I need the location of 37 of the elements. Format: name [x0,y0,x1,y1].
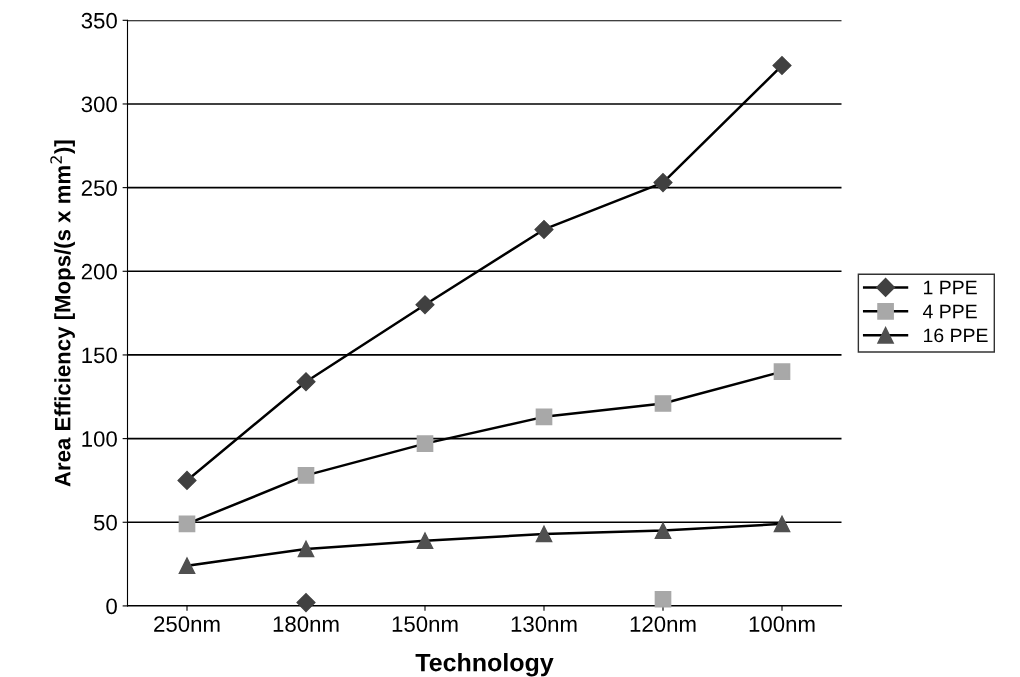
y-tick-label: 350 [81,12,117,29]
point [772,55,792,76]
point [654,395,672,412]
point [296,372,316,392]
y-tick-label: 150 [82,347,117,364]
point [535,408,553,426]
point [177,470,197,490]
point [654,522,672,539]
point [178,557,196,575]
y-axis-title: Area Efficiency [Mops/(s x mm$^{2}$)] [50,140,75,487]
point [773,515,791,533]
legend-label: 1 PPE [924,280,977,295]
y-tick-label: 200 [81,263,117,280]
y-tick-label: 100 [82,431,117,447]
point [416,532,434,549]
point [415,295,435,315]
x-axis-title: Technology [415,653,554,677]
point [535,525,553,543]
point [653,173,673,193]
x-tick-label: 250nm [154,616,220,632]
legend-label: 4 PPE [922,304,977,319]
point [297,467,315,484]
legend-label: 16 PPE [924,328,988,343]
x-tick-label: 100nm [749,616,815,632]
point [178,515,196,533]
y-tick-label: 0 [106,598,117,615]
point [297,540,315,558]
point [773,363,791,381]
point [416,435,434,452]
y-tick-label: 50 [93,514,117,531]
point [534,219,554,239]
x-tick-label: 150nm [392,616,458,632]
y-tick-label: 250 [81,180,117,196]
x-tick-label: 130nm [511,616,577,632]
x-tick-label: 180nm [273,616,339,632]
x-tick-label: 120nm [630,616,696,632]
y-tick-label: 300 [81,96,117,113]
